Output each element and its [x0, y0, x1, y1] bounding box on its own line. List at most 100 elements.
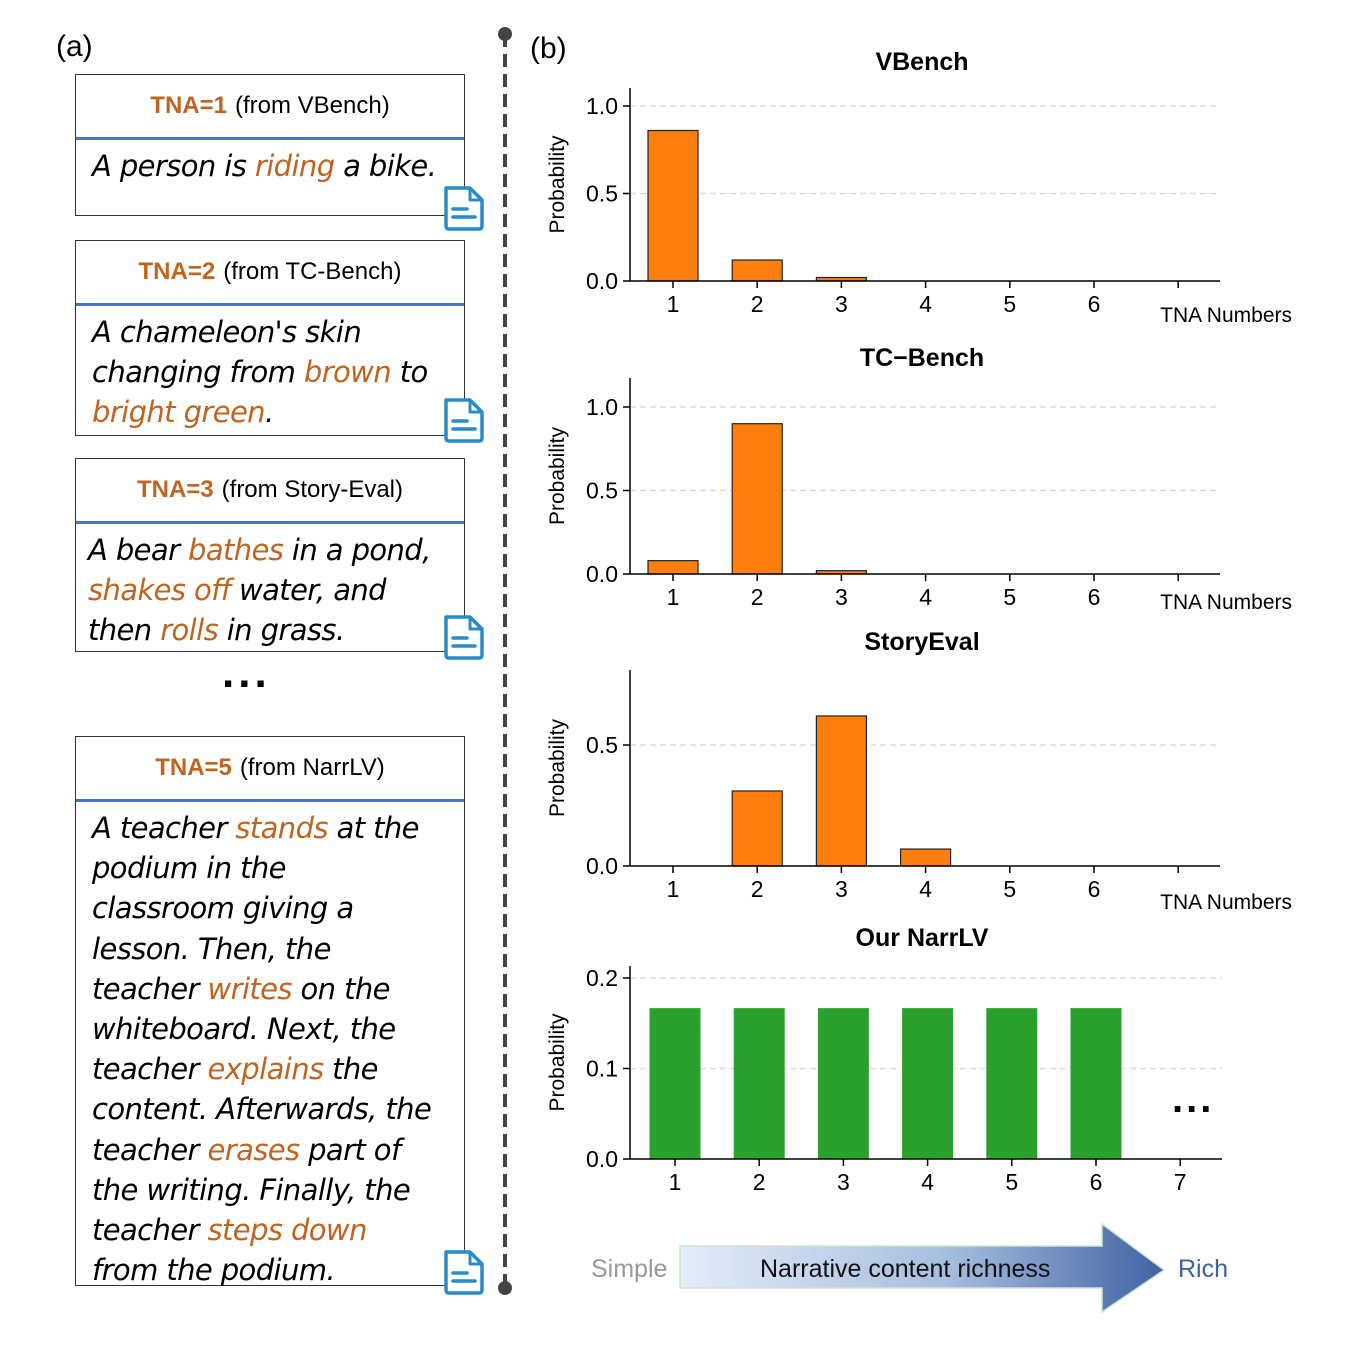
x-tick-label: 3: [835, 876, 848, 902]
text-segment: on the whiteboard. Next, the teacher: [92, 971, 396, 1087]
arrow-label-center: Narrative content richness: [760, 1255, 1051, 1283]
chart-title: VBench: [875, 48, 968, 76]
bar: [986, 1008, 1038, 1159]
text-segment: the content. Afterwards, the teacher: [92, 1052, 432, 1167]
x-tick-label: 6: [1090, 1169, 1103, 1195]
document-icon: [444, 1250, 484, 1295]
text-segment: A chameleon's skin changing from: [92, 315, 362, 390]
x-tick-label: 2: [751, 291, 764, 317]
x-axis-label: TNA Numbers: [1160, 891, 1292, 914]
x-tick-label: 3: [837, 1169, 850, 1195]
x-tick-label: 2: [751, 876, 764, 902]
bar: [647, 560, 699, 575]
y-axis-label: Probability: [546, 718, 569, 817]
x-tick-label: 1: [667, 876, 680, 902]
document-icon: [444, 398, 484, 443]
x-tick-label: 4: [919, 876, 932, 902]
text-segment: part of the writing. Finally, the teache…: [92, 1132, 411, 1248]
bar: [815, 715, 868, 867]
text-segment: in grass.: [218, 613, 345, 648]
chart-title: StoryEval: [864, 628, 979, 656]
panel-divider: [498, 27, 512, 1295]
y-tick-label: 0.5: [586, 732, 618, 758]
text-segment: A person is: [92, 149, 255, 183]
text-segment: at the podium in the classroom giving a …: [92, 811, 420, 1006]
x-tick-label: 2: [751, 584, 764, 610]
x-tick-label: 6: [1088, 876, 1101, 902]
x-axis-label: TNA Numbers: [1160, 591, 1292, 614]
tna-source: (from NarrLV): [239, 754, 385, 781]
text-segment: A teacher: [92, 811, 236, 845]
panel-b-label: (b): [530, 32, 567, 65]
x-tick-label: 5: [1003, 876, 1016, 902]
document-icon: [444, 186, 484, 231]
y-axis-label: Probability: [546, 135, 569, 234]
bar: [649, 1008, 701, 1159]
text-segment: .: [264, 395, 274, 430]
chart-title: Our NarrLV: [856, 924, 989, 952]
x-tick-label: 5: [1003, 584, 1016, 610]
x-tick-label: 3: [835, 584, 848, 610]
y-tick-label: 0.2: [586, 965, 618, 991]
x-tick-label: 5: [1003, 291, 1016, 317]
card-header: TNA=1 (from VBench): [76, 75, 464, 140]
x-tick-label: 1: [667, 291, 680, 317]
bar: [733, 1008, 785, 1159]
bar: [647, 129, 699, 282]
text-segment: a bike.: [334, 149, 437, 183]
document-icon: [444, 615, 484, 660]
tna-source: (from TC-Bench): [223, 258, 402, 285]
x-tick-label: 4: [921, 1169, 934, 1195]
action-highlight: bathes: [188, 533, 284, 567]
x-tick-label: 6: [1088, 584, 1101, 610]
action-highlight: steps down: [207, 1213, 368, 1248]
tna-source: (from VBench): [234, 92, 390, 119]
text-segment: from the podium.: [92, 1253, 336, 1288]
bar: [817, 1008, 869, 1159]
card-header: TNA=2 (from TC-Bench): [76, 241, 464, 306]
chart-title: TC−Bench: [860, 344, 984, 372]
card-header: TNA=3 (from Story-Eval): [76, 459, 464, 524]
cards-ellipsis: ...: [222, 648, 271, 697]
y-axis-label: Probability: [546, 1013, 569, 1112]
chart-ellipsis: ...: [1172, 1077, 1214, 1121]
tna-value: TNA=1: [150, 92, 227, 119]
bar: [899, 848, 952, 867]
text-segment: water, and then: [88, 573, 387, 648]
tna-value: TNA=2: [138, 258, 216, 285]
panel-a-label: (a): [56, 30, 93, 63]
x-tick-label: 1: [667, 584, 680, 610]
y-tick-label: 0.5: [586, 478, 618, 504]
y-tick-label: 0.0: [586, 561, 618, 587]
text-segment: in a pond,: [283, 533, 431, 567]
action-highlight: writes: [207, 971, 293, 1006]
action-highlight: stands: [235, 811, 328, 845]
card-prompt-text: A teacher stands at the podium in the cl…: [76, 802, 464, 1296]
text-segment: A bear: [88, 533, 189, 567]
action-highlight: rolls: [160, 613, 219, 648]
bar: [1070, 1008, 1122, 1159]
x-tick-label: 2: [753, 1169, 766, 1195]
bar: [731, 790, 783, 867]
tna-card-2: TNA=2 (from TC-Bench) A chameleon's skin…: [75, 240, 465, 436]
bar: [902, 1008, 954, 1159]
tna-value: TNA=5: [155, 754, 232, 781]
card-header: TNA=5 (from NarrLV): [76, 737, 464, 802]
tna-source: (from Story-Eval): [221, 476, 404, 503]
action-highlight: shakes off: [88, 573, 231, 608]
card-prompt-text: A bear bathes in a pond, shakes off wate…: [76, 524, 464, 657]
x-tick-label: 6: [1088, 291, 1101, 317]
richness-arrow: [679, 1222, 1166, 1314]
y-axis-label: Probability: [546, 426, 569, 525]
x-tick-label: 5: [1005, 1169, 1018, 1195]
action-highlight: explains: [207, 1052, 325, 1087]
y-tick-label: 1.0: [586, 394, 618, 420]
card-prompt-text: A chameleon's skin changing from brown t…: [76, 306, 464, 439]
y-tick-label: 0.0: [586, 1146, 618, 1172]
x-tick-label: 1: [669, 1169, 682, 1195]
x-tick-label: 4: [919, 291, 932, 317]
x-tick-label: 7: [1174, 1169, 1187, 1195]
tna-card-1: TNA=1 (from VBench) A person is riding a…: [75, 74, 465, 216]
bar: [731, 423, 783, 575]
